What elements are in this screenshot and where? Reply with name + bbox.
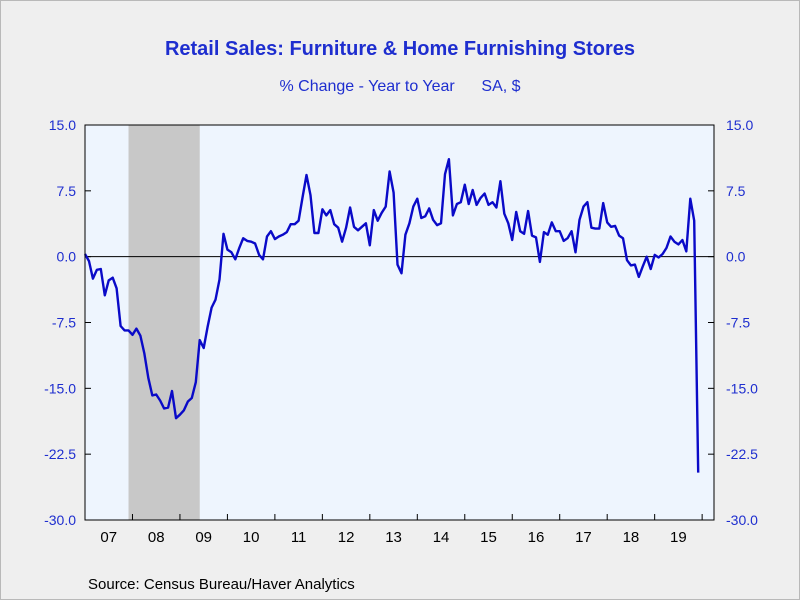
y-tick-label-right: 0.0	[726, 249, 746, 265]
chart-title: Retail Sales: Furniture & Home Furnishin…	[164, 38, 636, 60]
y-tick-label-left: -30.0	[44, 512, 76, 528]
x-tick-label: 14	[433, 529, 450, 546]
x-tick-label: 17	[575, 529, 592, 546]
recession-band	[128, 125, 200, 520]
y-tick-label-left: 0.0	[57, 249, 77, 265]
subtitle-units: SA, $	[481, 78, 521, 95]
x-tick-label: 07	[100, 529, 117, 546]
y-tick-label-left: -15.0	[44, 380, 76, 396]
x-tick-label: 13	[385, 529, 402, 546]
y-tick-label-left: -7.5	[52, 315, 76, 331]
x-tick-label: 10	[243, 529, 260, 546]
y-tick-label-left: -22.5	[44, 446, 76, 462]
chart-subtitle: % Change - Year to Year SA, $	[0, 78, 800, 96]
plot-border	[84, 124, 715, 521]
series-line	[83, 157, 700, 473]
x-tick-label: 11	[291, 529, 307, 546]
y-tick-label-left: 15.0	[49, 117, 76, 133]
x-tick-label: 15	[480, 529, 497, 546]
y-tick-label-right: 15.0	[726, 117, 753, 133]
y-tick-label-right: 7.5	[726, 183, 746, 199]
y-tick-label-left: 7.5	[57, 183, 77, 199]
x-tick-label: 18	[623, 529, 640, 546]
x-tick-label: 09	[195, 529, 212, 546]
subtitle-measure: % Change - Year to Year	[279, 78, 455, 95]
y-tick-label-right: -22.5	[726, 446, 758, 462]
x-tick-label: 16	[528, 529, 545, 546]
y-tick-label-right: -7.5	[726, 315, 750, 331]
x-tick-label: 08	[148, 529, 165, 546]
x-tick-label: 19	[670, 529, 687, 546]
y-tick-label-right: -30.0	[726, 512, 758, 528]
source-note: Source: Census Bureau/Haver Analytics	[88, 576, 355, 593]
y-tick-label-right: -15.0	[726, 380, 758, 396]
x-tick-label: 12	[338, 529, 355, 546]
